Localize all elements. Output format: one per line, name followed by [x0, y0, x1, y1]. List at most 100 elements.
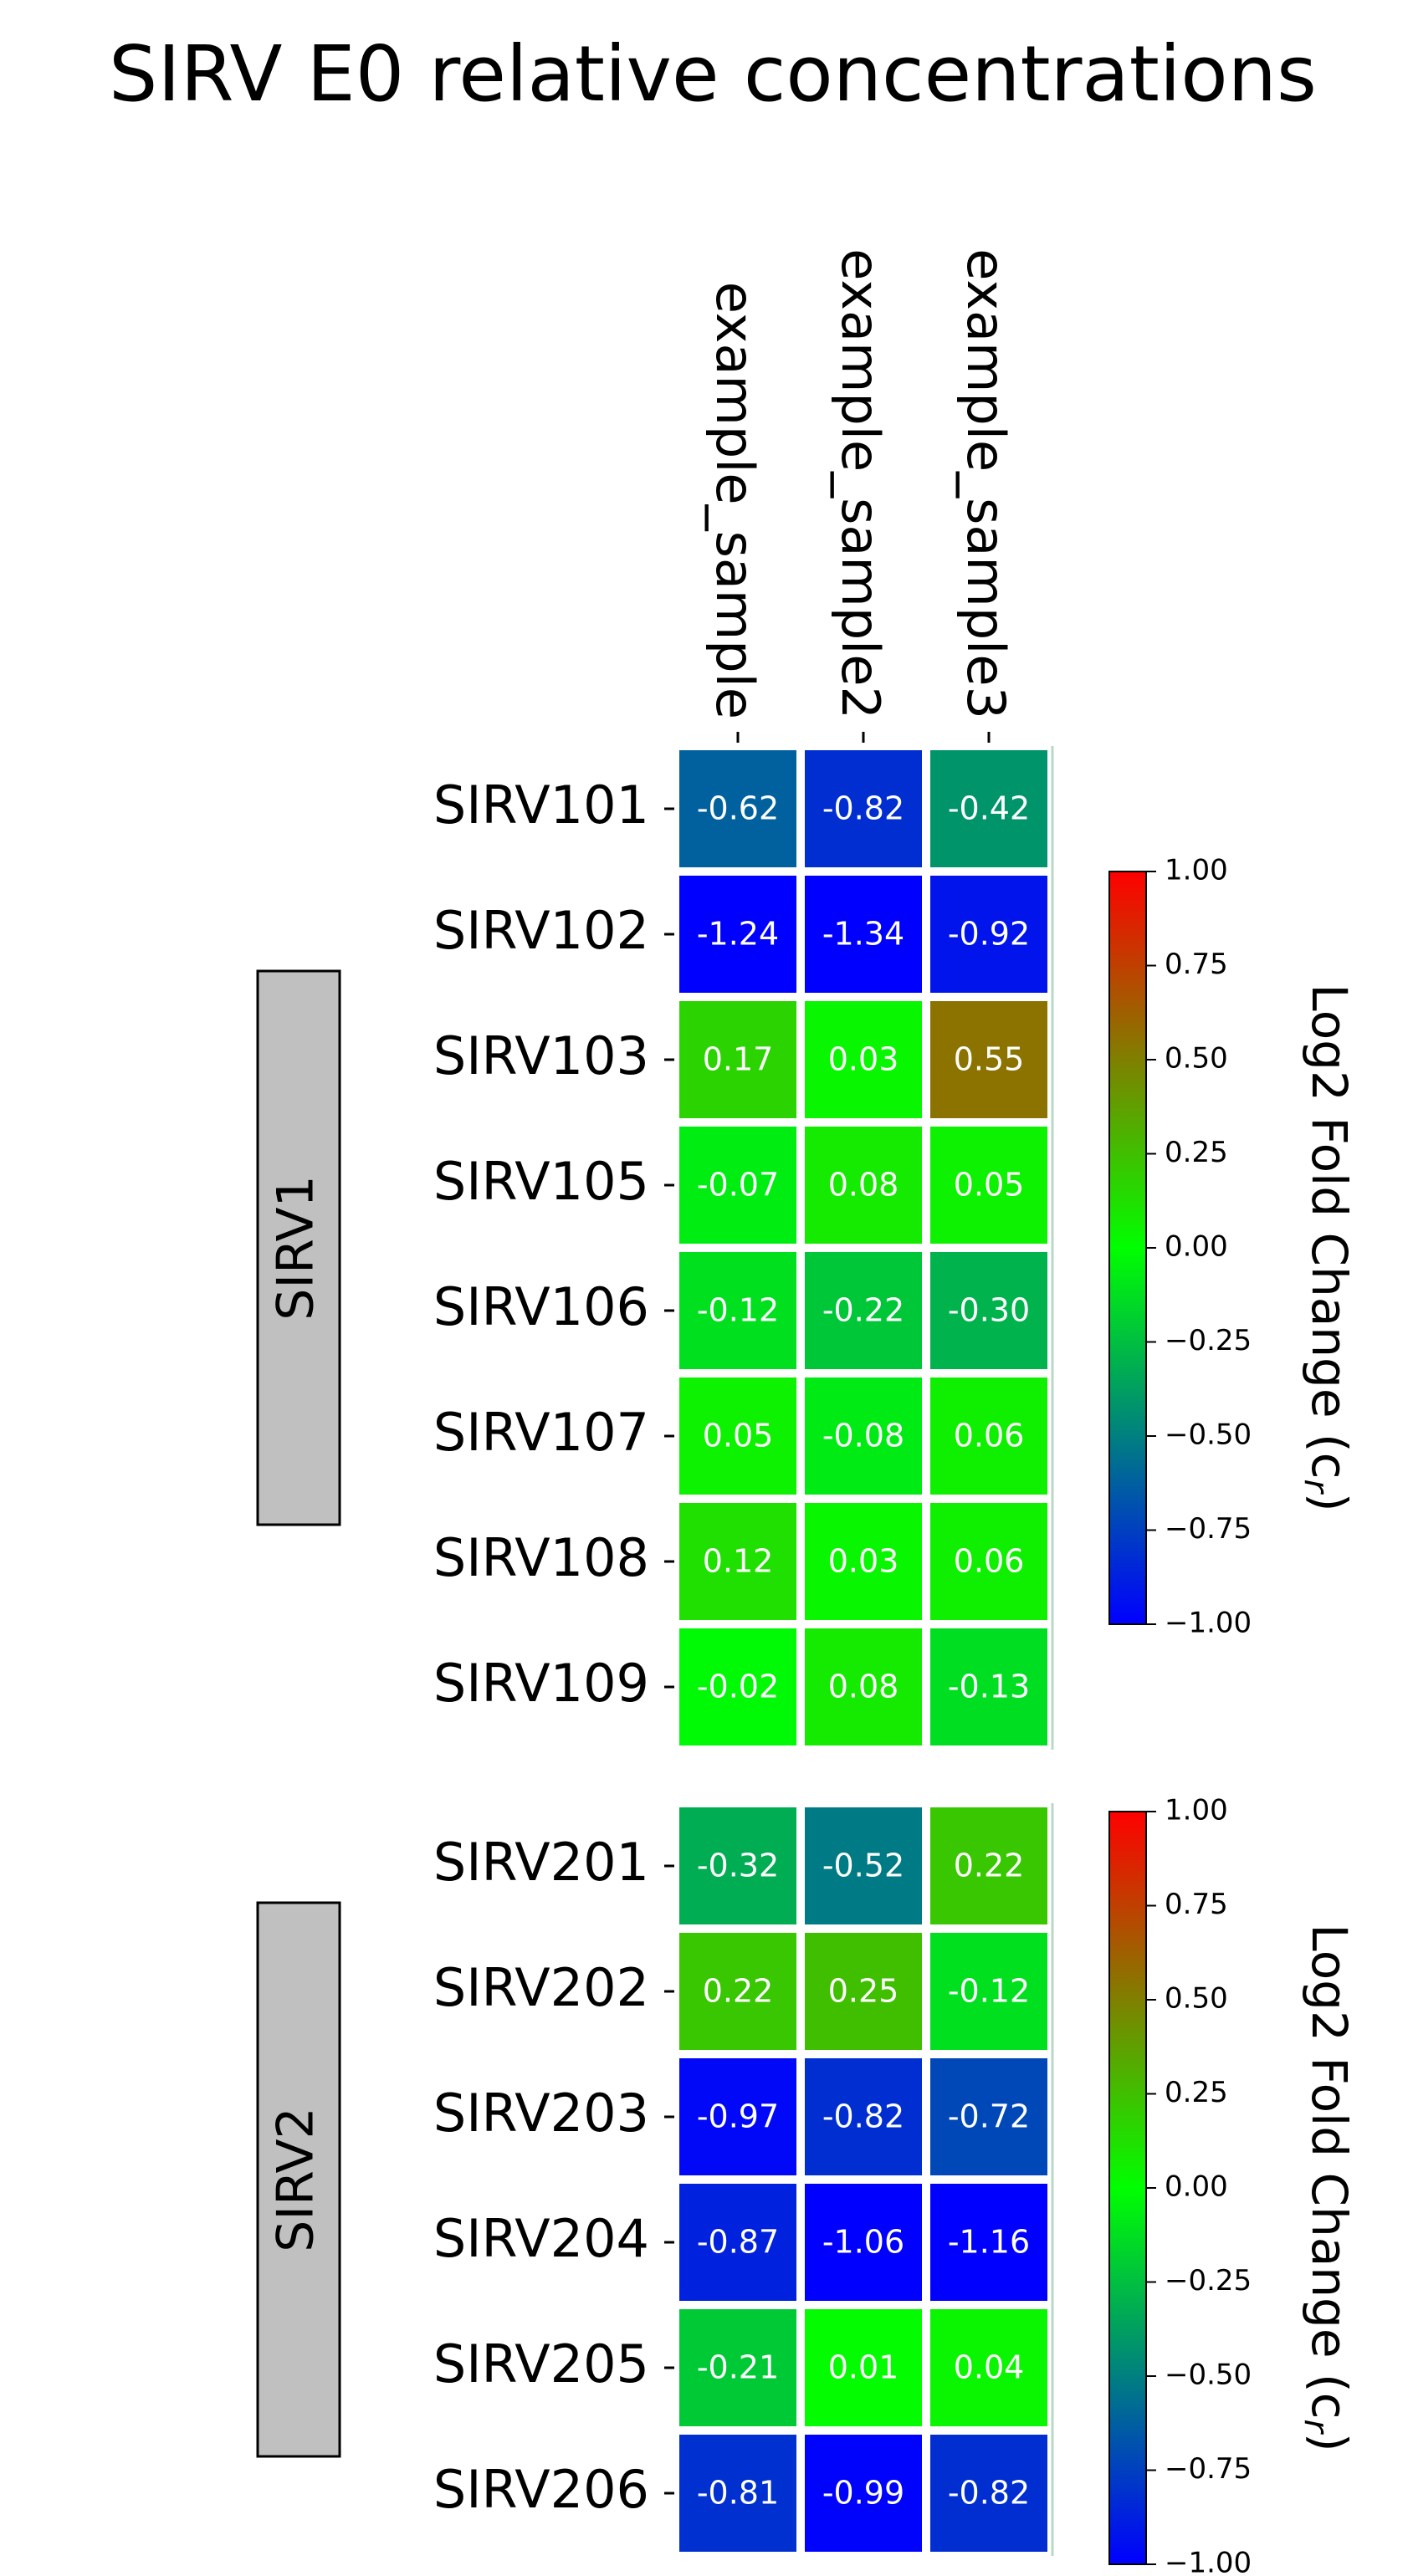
cell-value-label: -0.07 — [697, 1167, 779, 1204]
heatmap-cell — [679, 1001, 796, 1118]
row-label: SIRV109 — [433, 1653, 649, 1714]
colorbar-tick-label: 0.75 — [1165, 1888, 1228, 1921]
heatmap-cell — [930, 1933, 1047, 2050]
heatmap-cell — [805, 2435, 922, 2552]
chart-title: SIRV E0 relative concentrations — [109, 29, 1317, 119]
cell-value-label: -0.52 — [822, 1848, 904, 1884]
cell-value-label: -0.32 — [697, 1848, 779, 1884]
heatmap-cell — [805, 750, 922, 867]
heatmap-cell — [805, 1127, 922, 1244]
heatmap-cell — [930, 2058, 1047, 2175]
heatmap-cell — [930, 1252, 1047, 1369]
cell-value-label: -0.97 — [697, 2098, 779, 2135]
column-labels: example_sample example_sample2 example_sam… — [704, 248, 1016, 743]
colorbars: 1.00 0.75 0.50 0.25 0.00 −0.25 −0.50 −0.75 −1.00… — [1108, 854, 1358, 2576]
colorbar-tick-label: 0.00 — [1165, 1230, 1228, 1264]
cell-value-label: -1.34 — [822, 916, 904, 953]
row-label: SIRV101 — [433, 774, 649, 836]
colorbar-label-subscript: r — [1297, 2420, 1335, 2435]
group-label: SIRV2 — [267, 2107, 325, 2251]
cell-value-label: 0.05 — [954, 1167, 1025, 1204]
heatmap-cell — [805, 2058, 922, 2175]
heatmap-cell — [805, 1807, 922, 1924]
cell-value-label: -0.12 — [948, 1973, 1030, 2010]
colorbar-tick-label: −0.75 — [1165, 1512, 1252, 1546]
heatmap-cell — [679, 2058, 796, 2175]
heatmap-cell — [805, 1933, 922, 2050]
cell-value-label: 0.06 — [954, 1418, 1025, 1454]
cell-value-label: 0.17 — [703, 1041, 774, 1078]
column-label: example_sample3 — [955, 248, 1016, 719]
row-label: SIRV102 — [433, 900, 649, 961]
heatmap-cell — [805, 1377, 922, 1495]
colorbar-tick-label: −0.25 — [1165, 2264, 1252, 2297]
cell-value-label: 0.03 — [828, 1041, 899, 1078]
cell-value-label: 0.03 — [828, 1543, 899, 1580]
row-label: SIRV107 — [433, 1402, 649, 1463]
heatmap-cell — [679, 1503, 796, 1620]
cell-value-label: 0.08 — [828, 1669, 899, 1705]
row-label: SIRV106 — [433, 1276, 649, 1337]
colorbar-tick-label: 1.00 — [1165, 1794, 1228, 1827]
row-label: SIRV105 — [433, 1151, 649, 1212]
cell-value-label: -1.24 — [697, 916, 779, 953]
cell-value-label: -0.42 — [948, 790, 1030, 827]
row-label: SIRV201 — [433, 1832, 649, 1893]
colorbar-label-close: ) — [1301, 2433, 1358, 2452]
heatmap-cell — [679, 876, 796, 993]
cell-value-label: -0.08 — [822, 1418, 904, 1454]
colorbar-tick-label: −0.50 — [1165, 2359, 1252, 2392]
group-label-box — [256, 1901, 341, 2458]
heatmap-cell — [679, 1252, 796, 1369]
row-label: SIRV103 — [433, 1025, 649, 1086]
column-label: example_sample — [704, 282, 765, 719]
heatmap-cell — [930, 1001, 1047, 1118]
cell-value-label: -0.92 — [948, 916, 1030, 953]
heatmap-cell — [930, 1628, 1047, 1745]
cell-value-label: -0.02 — [697, 1669, 779, 1705]
colorbar-label-subscript: r — [1297, 1480, 1335, 1495]
colorbar-label-text: Log2 Fold Change (c — [1301, 1924, 1358, 2419]
colorbar-tick-label: −1.00 — [1165, 1607, 1252, 1640]
heatmap-cell — [805, 1628, 922, 1745]
heatmap-cell — [930, 1503, 1047, 1620]
heatmap-cell — [679, 1377, 796, 1495]
cell-value-label: -0.22 — [822, 1292, 904, 1329]
heatmap-cell — [679, 1628, 796, 1745]
colorbar-tick-label: 0.25 — [1165, 1136, 1228, 1169]
cell-value-label: 0.55 — [954, 1041, 1025, 1078]
cell-value-label: -0.30 — [948, 1292, 1030, 1329]
colorbar-tick-label: 0.50 — [1165, 1042, 1228, 1076]
heatmap-cell — [679, 1807, 796, 1924]
cell-value-label: 0.22 — [703, 1973, 774, 2010]
group-label-box — [256, 969, 341, 1526]
heatmap-cell — [679, 2435, 796, 2552]
colorbar: 1.00 0.75 0.50 0.25 0.00 −0.25 −0.50 −0.75 −1.00… — [1108, 1794, 1358, 2576]
heatmap-cell — [805, 1503, 922, 1620]
heatmap-cell — [805, 2309, 922, 2426]
cell-value-label: 0.01 — [828, 2349, 899, 2386]
row-label: SIRV205 — [433, 2333, 649, 2395]
colorbar-tick-label: −1.00 — [1165, 2547, 1252, 2576]
cell-value-label: -0.13 — [948, 1669, 1030, 1705]
colorbar-tick-label: 0.00 — [1165, 2170, 1228, 2204]
row-label: SIRV206 — [433, 2459, 649, 2520]
cell-value-label: 0.06 — [954, 1543, 1025, 1580]
cell-value-label: -0.12 — [697, 1292, 779, 1329]
heatmap-cell — [930, 2309, 1047, 2426]
heatmap-cell — [930, 2184, 1047, 2301]
colorbar-label-close: ) — [1301, 1493, 1358, 1512]
cell-value-label: 0.05 — [703, 1418, 774, 1454]
colorbar-label-text: Log2 Fold Change (c — [1301, 984, 1358, 1479]
colorbar-gradient — [1108, 871, 1147, 1625]
cell-value-label: -0.82 — [822, 790, 904, 827]
cell-value-label: -1.06 — [822, 2224, 904, 2261]
row-label: SIRV202 — [433, 1957, 649, 2018]
colorbar-label: Log2 Fold Change (cr) — [1297, 984, 1358, 1511]
row-label: SIRV203 — [433, 2083, 649, 2144]
colorbar-tick-label: −0.75 — [1165, 2452, 1252, 2486]
cell-value-label: -0.99 — [822, 2475, 904, 2512]
cell-value-label: -0.87 — [697, 2224, 779, 2261]
heatmap-cell — [679, 1933, 796, 2050]
